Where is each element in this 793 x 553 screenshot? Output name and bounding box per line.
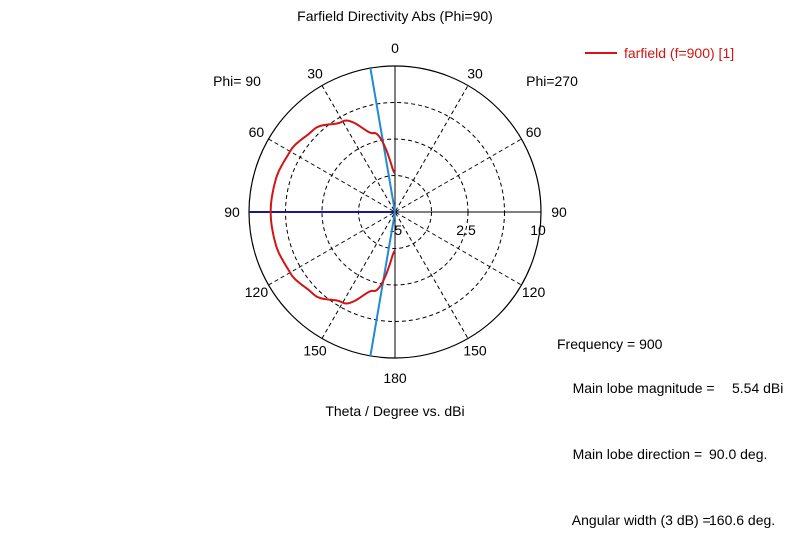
chart-title: Farfield Directivity Abs (Phi=90) xyxy=(297,8,493,24)
legend: farfield (f=900) [1] xyxy=(585,45,734,61)
angle-ticks: 0 30 60 90 120 150 180 30 60 90 120 150 xyxy=(224,40,567,386)
angle-tick-left-150: 150 xyxy=(303,343,327,359)
magnitude-value: 5.54 dBi xyxy=(732,380,784,396)
magnitude-row: Main lobe magnitude = 5.54 dBi xyxy=(557,355,784,421)
right-hemisphere-label: Phi=270 xyxy=(526,73,578,89)
x-axis-label: Theta / Degree vs. dBi xyxy=(325,403,464,419)
radial-tick-label: 10 xyxy=(530,222,546,238)
radial-tick-label: 2.5 xyxy=(456,222,476,238)
direction-value: 90.0 deg. xyxy=(709,446,768,462)
angle-tick-right-30: 30 xyxy=(467,65,483,81)
left-hemisphere-label: Phi= 90 xyxy=(213,73,261,89)
angle-tick-left-30: 30 xyxy=(307,65,323,81)
angle-tick-left-0: 0 xyxy=(391,40,399,56)
radial-ticks: -5 2.5 10 xyxy=(390,222,546,238)
angle-tick-left-120: 120 xyxy=(245,284,269,300)
angle-tick-right-90: 90 xyxy=(551,204,567,220)
polar-chart: Farfield Directivity Abs (Phi=90) Phi= 9… xyxy=(213,8,734,419)
series-line-0 xyxy=(269,119,396,305)
angle-tick-left-60: 60 xyxy=(249,124,265,140)
angle-tick-left-180: 180 xyxy=(383,370,407,386)
magnitude-label: Main lobe magnitude = xyxy=(572,380,715,396)
info-panel: Frequency = 900 Main lobe magnitude = 5.5… xyxy=(557,333,784,553)
legend-label: farfield (f=900) [1] xyxy=(624,45,734,61)
direction-row: Main lobe direction = 90.0 deg. xyxy=(557,421,768,487)
width-row: Angular width (3 dB) = 160.6 deg. xyxy=(557,487,775,553)
angle-tick-right-60: 60 xyxy=(526,124,542,140)
width-label: Angular width (3 dB) = xyxy=(571,512,711,528)
angle-tick-left-90: 90 xyxy=(224,204,240,220)
frequency-text: Frequency = 900 xyxy=(557,336,663,352)
angle-tick-right-150: 150 xyxy=(463,343,487,359)
direction-label: Main lobe direction = xyxy=(572,446,703,462)
series-layer xyxy=(269,119,396,305)
width-value: 160.6 deg. xyxy=(709,512,776,528)
angle-tick-right-120: 120 xyxy=(522,284,546,300)
